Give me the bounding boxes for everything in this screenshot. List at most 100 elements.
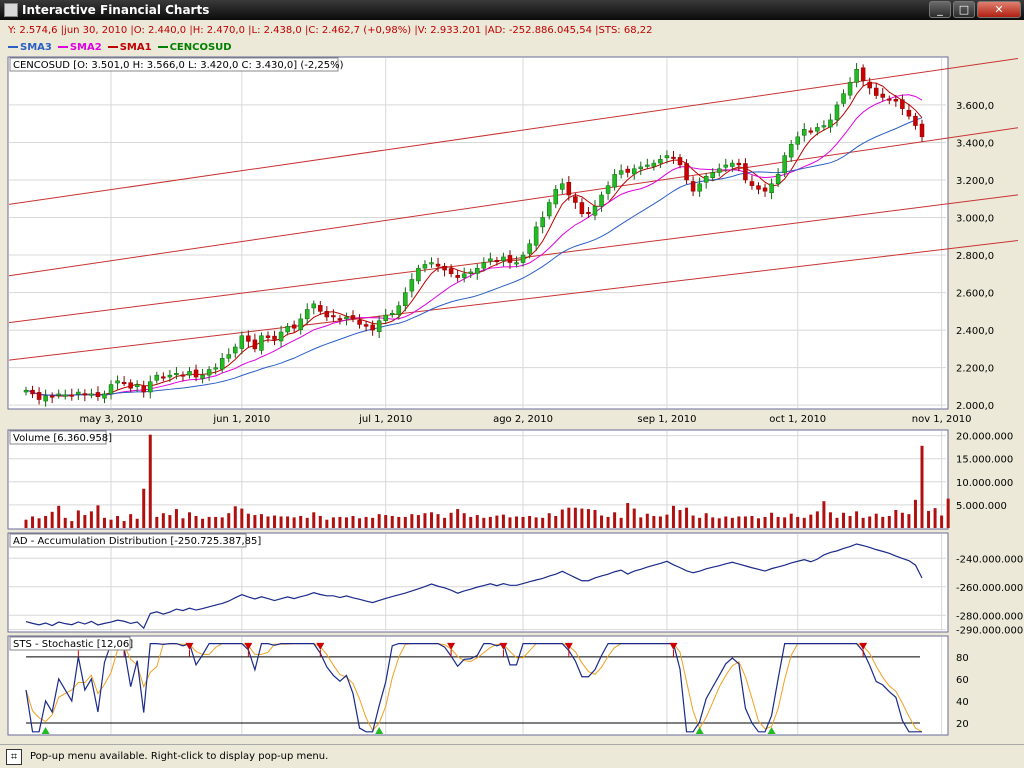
candle	[527, 239, 532, 259]
volume-bar	[724, 516, 728, 528]
legend-item-sma3[interactable]: SMA3	[8, 40, 52, 54]
volume-bar	[639, 517, 643, 528]
volume-bar	[338, 516, 342, 528]
candle-body	[416, 267, 421, 282]
buy-signal-marker	[41, 726, 50, 734]
volume-bar	[488, 516, 492, 528]
candle-body	[311, 303, 317, 309]
candle	[775, 168, 781, 188]
app-icon	[4, 3, 18, 17]
candle	[540, 211, 545, 234]
candle	[396, 301, 402, 320]
candle-body	[148, 381, 153, 393]
legend-item-cencosud[interactable]: CENCOSUD	[157, 40, 232, 54]
candle	[115, 375, 120, 390]
candle-body	[690, 181, 696, 192]
volume-bar	[482, 517, 486, 528]
candle-body	[403, 292, 408, 306]
candle-body	[684, 163, 689, 181]
volume-panel[interactable]	[7, 429, 949, 530]
candle	[128, 379, 133, 393]
candle-body	[815, 127, 820, 132]
candle	[703, 172, 709, 189]
volume-bar	[495, 515, 499, 528]
title-bar[interactable]: Interactive Financial Charts _ □ ✕	[0, 0, 1024, 20]
candle	[605, 181, 611, 200]
volume-bar	[390, 515, 394, 528]
candle	[246, 330, 251, 348]
candle-body	[161, 376, 166, 379]
candle	[219, 353, 225, 373]
volume-bar	[201, 518, 205, 528]
candle-body	[749, 181, 755, 186]
candle	[880, 87, 886, 102]
candle	[730, 159, 735, 173]
x-tick-label: nov 1, 2010	[912, 414, 972, 425]
candle	[756, 182, 761, 195]
candle	[625, 165, 630, 178]
candle-body	[350, 315, 356, 320]
crosshair-info-line: Y: 2.574,6 |jun 30, 2010 |O: 2.440,0 |H:…	[8, 25, 653, 36]
candle	[213, 363, 218, 375]
candle	[429, 257, 434, 268]
candle-body	[36, 392, 42, 400]
volume-bar	[266, 516, 270, 528]
y-tick-label: 2.800,0	[956, 251, 994, 262]
volume-bar	[194, 515, 198, 528]
candle	[370, 320, 375, 336]
volume-bar	[907, 514, 911, 528]
candle-body	[625, 168, 630, 173]
candle	[762, 183, 768, 197]
candle	[579, 198, 585, 218]
close-button[interactable]: ✕	[977, 1, 1021, 18]
minimize-button[interactable]: _	[929, 1, 951, 18]
candle-body	[200, 374, 205, 379]
candle	[121, 376, 127, 387]
y-tick-label: 2.600,0	[956, 289, 994, 300]
candle-body	[233, 346, 238, 354]
legend-label-sma1: SMA1	[119, 41, 152, 53]
volume-bar	[63, 517, 67, 528]
candle-body	[677, 157, 683, 166]
sma-line-3	[25, 117, 923, 396]
volume-bar	[737, 516, 741, 528]
volume-bar	[508, 517, 512, 528]
volume-bar	[462, 513, 466, 528]
candle-body	[442, 266, 447, 271]
legend-item-sma2[interactable]: SMA2	[57, 40, 102, 54]
candle	[821, 120, 827, 131]
volume-bar	[900, 512, 904, 528]
volume-bar	[515, 516, 519, 528]
candle	[828, 113, 833, 133]
candle	[560, 178, 565, 195]
legend-item-sma1[interactable]: SMA1	[107, 40, 152, 54]
volume-bar	[802, 517, 806, 528]
stochastic-panel[interactable]	[7, 635, 949, 736]
price-panel[interactable]	[7, 56, 949, 410]
volume-bar	[161, 513, 165, 528]
volume-bar	[678, 509, 682, 528]
volume-bar	[403, 516, 407, 528]
candle	[141, 380, 146, 398]
charts-area[interactable]: 2.000,0 2.200,0 2.400,0 2.600,0 2.800,0 3.000…	[0, 0, 1024, 744]
candle-body	[206, 369, 212, 376]
volume-bar	[155, 516, 159, 528]
volume-bar	[122, 521, 126, 528]
legend-swatch-sma2	[57, 46, 68, 48]
candle	[612, 169, 617, 191]
popup-menu-icon[interactable]: ⌗	[6, 749, 22, 765]
candle	[893, 94, 899, 107]
volume-bar	[730, 517, 734, 528]
maximize-button[interactable]: □	[953, 1, 975, 18]
candle-body	[154, 374, 160, 381]
candle	[913, 112, 918, 130]
candle	[815, 123, 820, 136]
legend-label-cencosud: CENCOSUD	[169, 41, 232, 53]
candle-body	[102, 393, 107, 399]
sell-signal-marker	[316, 642, 325, 650]
candle-body	[658, 159, 663, 164]
volume-bar	[116, 515, 120, 528]
volume-bar	[554, 515, 558, 528]
candle	[89, 388, 94, 399]
candle	[233, 343, 238, 358]
